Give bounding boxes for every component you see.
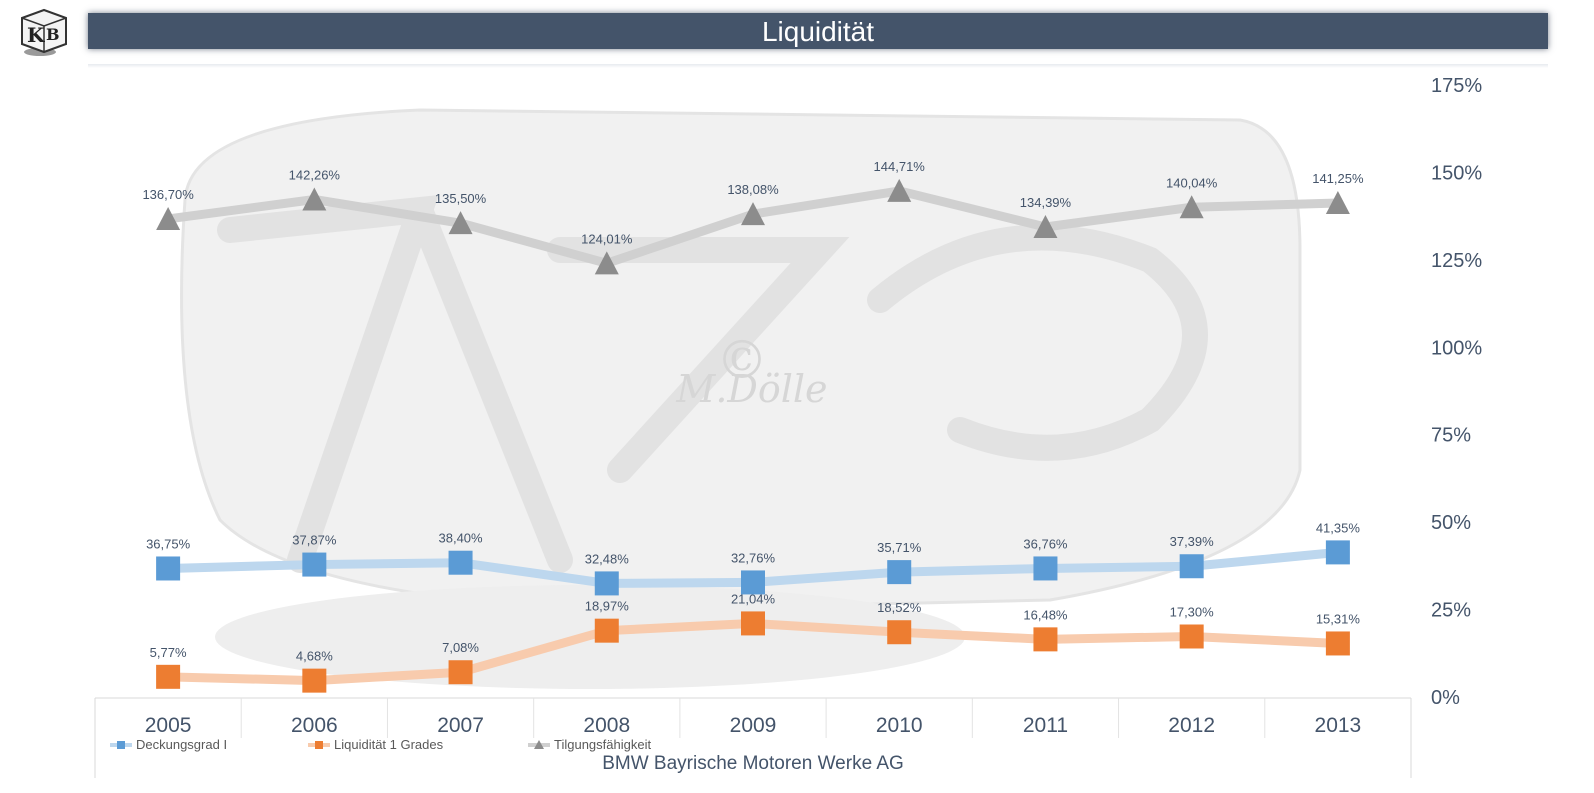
data-point-marker bbox=[741, 202, 765, 226]
x-tick-label: 2012 bbox=[1168, 714, 1215, 737]
data-label: 135,50% bbox=[435, 191, 487, 206]
data-point-marker bbox=[594, 571, 619, 596]
chart-title: Liquidität bbox=[761, 16, 875, 47]
x-tick-label: 2007 bbox=[437, 714, 484, 737]
x-tick-label: 2013 bbox=[1315, 714, 1362, 737]
category-axis bbox=[94, 697, 1412, 778]
svg-text:B: B bbox=[46, 25, 60, 44]
data-label: 37,87% bbox=[292, 533, 337, 548]
data-point-marker bbox=[156, 664, 181, 689]
data-point-marker bbox=[302, 668, 327, 693]
legend-swatch-liquiditaet bbox=[308, 740, 330, 750]
data-label: 136,70% bbox=[142, 187, 194, 202]
data-point-marker bbox=[1325, 191, 1350, 215]
y-tick-label: 125% bbox=[1431, 250, 1482, 272]
data-label: 4,68% bbox=[296, 649, 333, 664]
data-label: 36,75% bbox=[146, 536, 191, 551]
data-label: 15,31% bbox=[1316, 611, 1361, 626]
chart-caption: BMW Bayrische Motoren Werke AG bbox=[602, 753, 904, 774]
data-point-marker bbox=[302, 187, 327, 211]
y-tick-label: 150% bbox=[1431, 162, 1482, 184]
legend-label-liquiditaet: Liquidität 1 Grades bbox=[334, 737, 444, 752]
data-label: 32,48% bbox=[585, 551, 630, 566]
data-label: 142,26% bbox=[289, 167, 341, 182]
y-tick-label: 100% bbox=[1431, 337, 1482, 359]
data-label: 144,71% bbox=[874, 159, 926, 174]
legend-label-deckungsgrad: Deckungsgrad I bbox=[136, 737, 228, 752]
data-label: 18,52% bbox=[877, 600, 922, 615]
data-point-marker bbox=[448, 211, 473, 235]
data-point-marker bbox=[302, 552, 327, 577]
data-label: 21,04% bbox=[731, 591, 776, 606]
y-tick-label: 175% bbox=[1431, 75, 1482, 97]
legend-swatch-deckungsgrad bbox=[110, 740, 132, 750]
y-tick-label: 75% bbox=[1431, 425, 1471, 447]
data-label: 138,08% bbox=[727, 182, 779, 197]
data-point-marker bbox=[1179, 554, 1204, 579]
data-point-marker bbox=[887, 560, 912, 585]
data-point-marker bbox=[1325, 631, 1350, 656]
data-point-marker bbox=[741, 611, 765, 636]
legend-label-tilgung: Tilgungsfähigkeit bbox=[554, 737, 652, 752]
data-label: 32,76% bbox=[731, 550, 776, 565]
data-point-marker bbox=[1033, 627, 1058, 652]
data-label: 38,40% bbox=[439, 531, 484, 546]
data-label: 41,35% bbox=[1316, 520, 1361, 535]
data-point-marker bbox=[594, 618, 619, 643]
data-point-marker bbox=[448, 660, 473, 685]
data-label: 134,39% bbox=[1020, 195, 1072, 210]
data-point-marker bbox=[1325, 540, 1350, 565]
data-label: 17,30% bbox=[1170, 604, 1215, 619]
data-label: 37,39% bbox=[1170, 534, 1215, 549]
data-point-marker bbox=[887, 178, 912, 202]
x-tick-label: 2006 bbox=[291, 714, 338, 737]
data-point-marker bbox=[594, 251, 619, 275]
y-tick-label: 25% bbox=[1431, 600, 1471, 622]
data-label: 36,76% bbox=[1023, 536, 1068, 551]
x-tick-label: 2005 bbox=[145, 714, 192, 737]
data-label: 140,04% bbox=[1166, 175, 1218, 190]
data-label: 5,77% bbox=[150, 645, 187, 660]
data-label: 141,25% bbox=[1312, 171, 1364, 186]
data-point-marker bbox=[887, 620, 912, 645]
data-label: 124,01% bbox=[581, 231, 633, 246]
watermark-text: M.Dölle bbox=[675, 367, 827, 411]
data-point-marker bbox=[741, 570, 765, 595]
x-tick-label: 2010 bbox=[876, 714, 923, 737]
data-point-marker bbox=[156, 206, 181, 230]
legend-swatch-tilgung bbox=[528, 740, 550, 750]
data-label: 18,97% bbox=[585, 599, 630, 614]
data-label: 16,48% bbox=[1023, 607, 1068, 622]
x-tick-label: 2011 bbox=[1023, 714, 1068, 737]
watermark-symbol: © bbox=[716, 331, 768, 391]
data-point-marker bbox=[156, 556, 181, 581]
kb-cube-logo-icon: K B bbox=[21, 8, 67, 56]
data-label: 35,71% bbox=[877, 540, 922, 555]
data-point-marker bbox=[448, 550, 473, 575]
x-tick-label: 2008 bbox=[583, 714, 630, 737]
title-bar: Liquidität bbox=[88, 13, 1548, 49]
title-bar-reflection bbox=[88, 64, 1548, 68]
data-point-marker bbox=[1179, 195, 1204, 219]
y-tick-label: 50% bbox=[1431, 512, 1471, 534]
y-tick-label: 0% bbox=[1431, 687, 1460, 709]
x-tick-label: 2009 bbox=[730, 714, 777, 737]
data-point-marker bbox=[1033, 556, 1058, 581]
data-point-marker bbox=[1033, 215, 1058, 239]
svg-text:K: K bbox=[27, 23, 45, 47]
data-point-marker bbox=[1179, 624, 1204, 649]
data-label: 7,08% bbox=[442, 640, 479, 655]
